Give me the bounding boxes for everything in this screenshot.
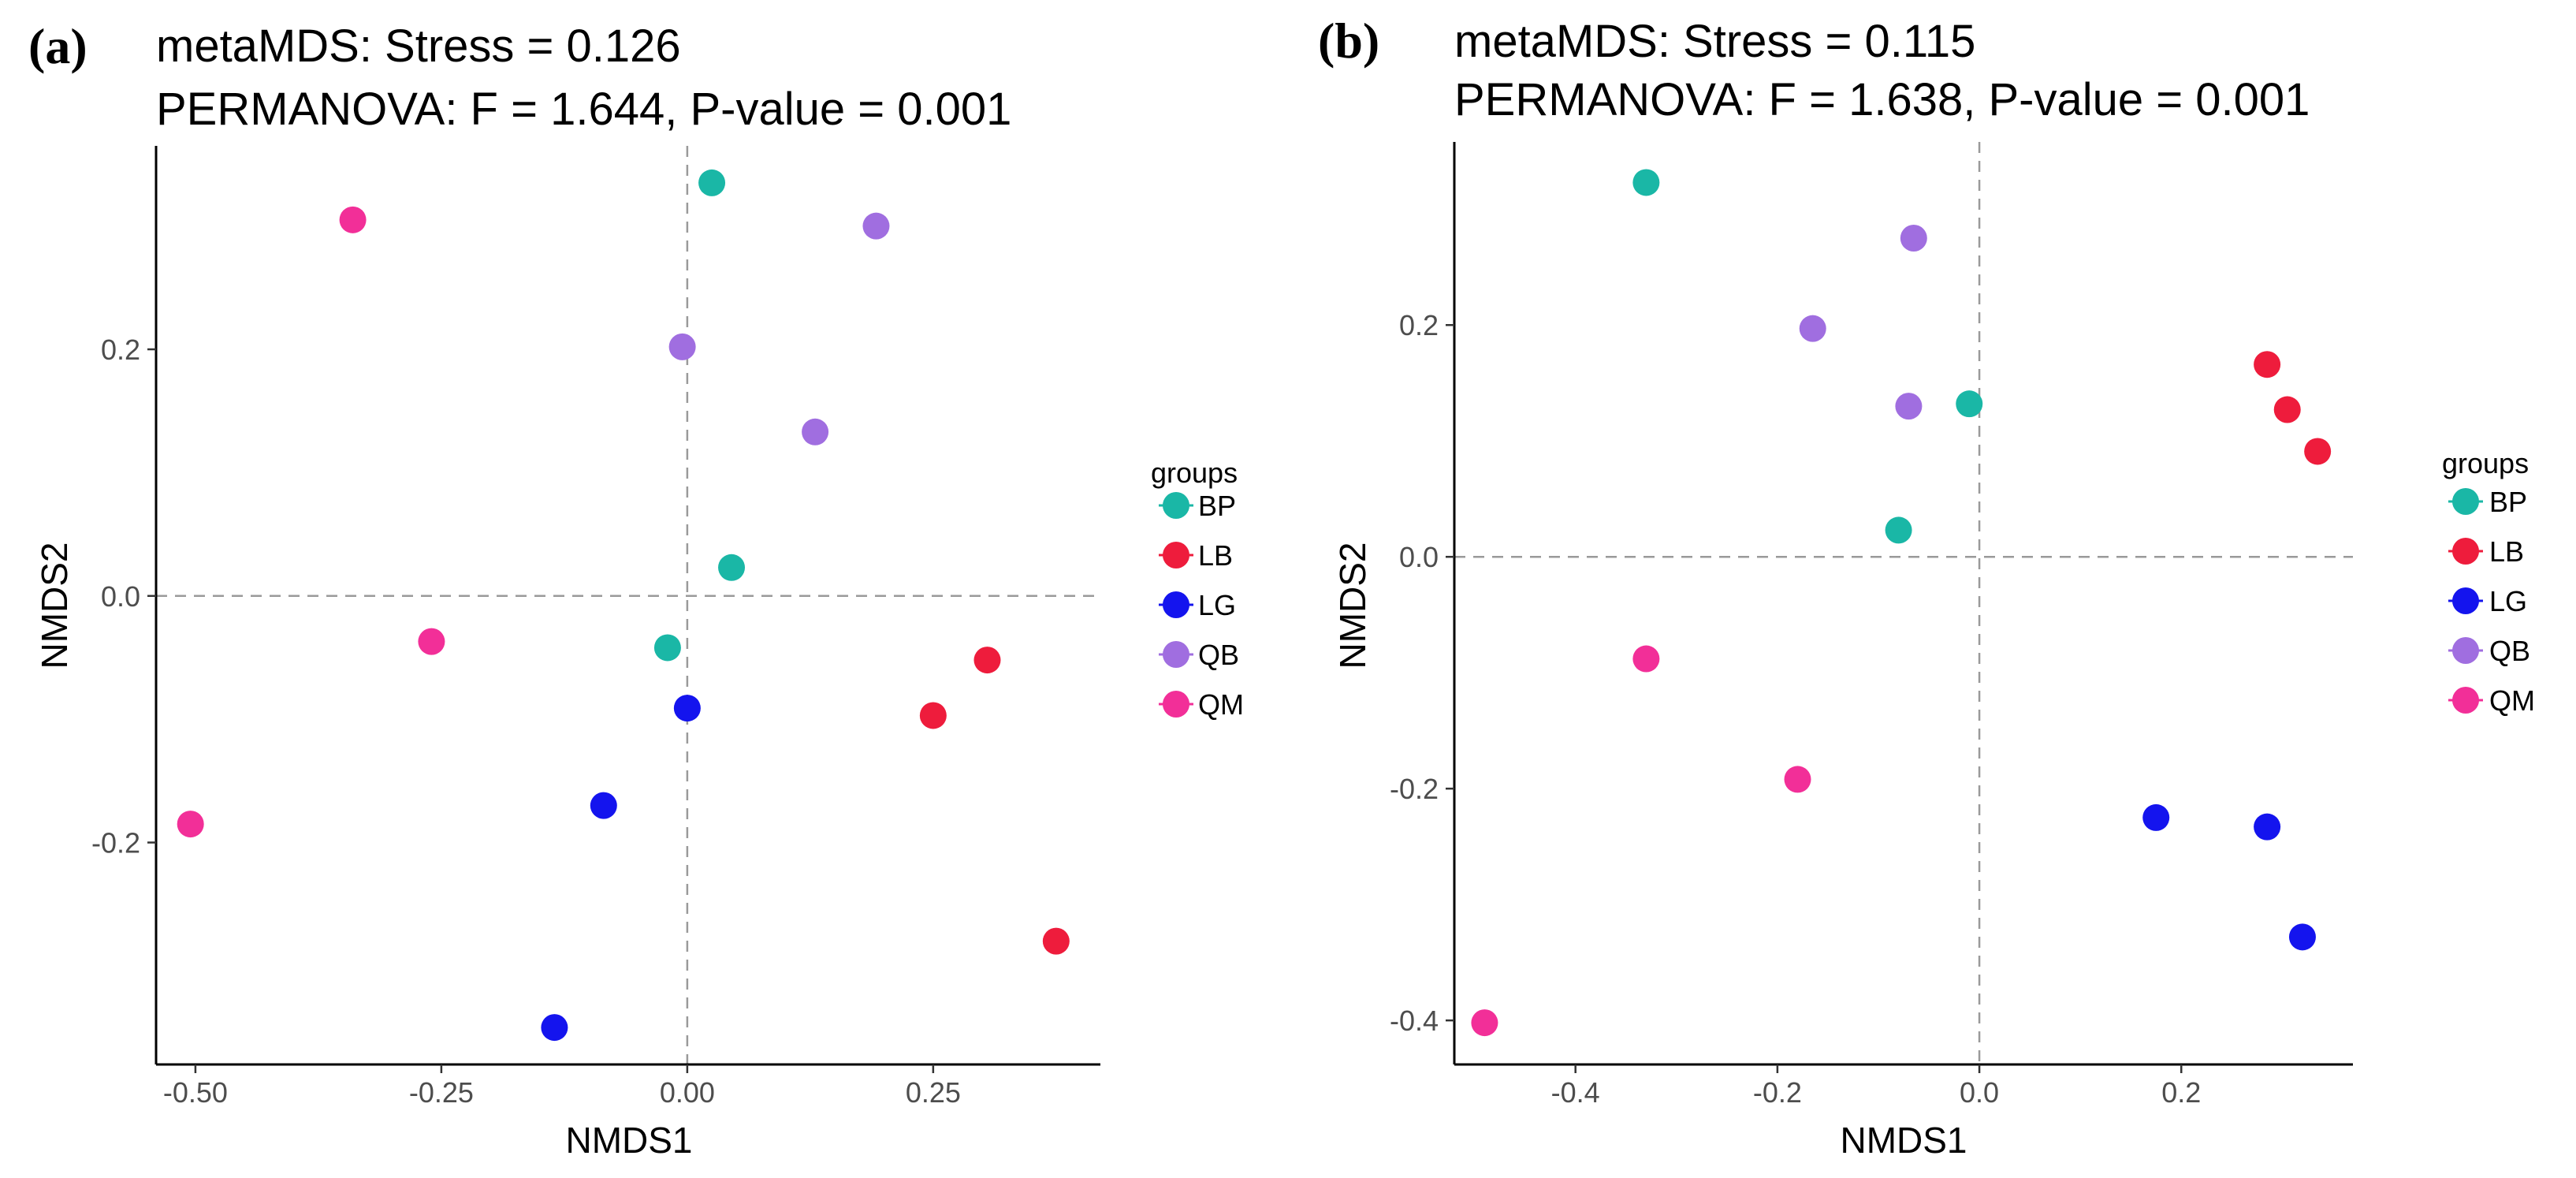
panel-label: (a): [28, 18, 87, 74]
y-tick-label: 0.2: [101, 334, 140, 366]
legend-marker-lb: [1163, 542, 1189, 568]
y-tick-label: -0.2: [1390, 773, 1439, 805]
legend-label-qm: QM: [2489, 684, 2535, 717]
legend-title: groups: [1151, 457, 1238, 489]
legend-label-qb: QB: [2489, 635, 2530, 667]
x-tick-label: 0.00: [660, 1076, 715, 1109]
data-point-qm: [1471, 1009, 1498, 1037]
legend-marker-qm: [2452, 687, 2479, 714]
y-tick-label: -0.2: [91, 827, 140, 859]
data-point-qb: [1799, 315, 1826, 342]
x-axis-title: NMDS1: [565, 1120, 692, 1161]
data-point-lg: [541, 1014, 568, 1042]
data-point-lb: [2273, 396, 2301, 423]
chart-title: metaMDS: Stress = 0.115: [1454, 16, 1975, 67]
legend-label-lb: LB: [2489, 535, 2524, 568]
y-tick-label: 0.2: [1399, 309, 1439, 341]
data-point-bp: [653, 634, 681, 662]
panel-a: (a) metaMDS: Stress = 0.126 PERMANOVA: F =…: [28, 18, 1244, 1161]
y-axis-title: NMDS2: [1332, 542, 1373, 669]
legend-marker-lb: [2452, 538, 2479, 565]
legend-marker-bp: [1163, 492, 1189, 519]
data-point-bp: [698, 169, 726, 196]
data-point-qm: [177, 811, 204, 838]
data-point-qb: [1895, 393, 1923, 420]
x-tick-label: -0.4: [1551, 1076, 1600, 1109]
legend-label-lb: LB: [1198, 539, 1233, 572]
data-point-qm: [1784, 766, 1811, 793]
data-point-qm: [418, 628, 445, 655]
y-tick-label: 0.0: [1399, 541, 1439, 573]
data-point-bp: [1632, 169, 1660, 196]
data-point-qb: [1900, 224, 1927, 252]
chart-subtitle: PERMANOVA: F = 1.638, P-value = 0.001: [1454, 74, 2310, 125]
legend-marker-qb: [1163, 641, 1189, 668]
legend-label-lg: LG: [2489, 585, 2527, 617]
data-point-lb: [919, 702, 947, 729]
data-point-lg: [673, 695, 701, 722]
x-tick-label: -0.50: [163, 1076, 228, 1109]
legend-label-lg: LG: [1198, 589, 1236, 621]
y-axis-title: NMDS2: [34, 542, 75, 669]
legend-label-qb: QB: [1198, 639, 1239, 671]
legend-marker-qm: [1163, 691, 1189, 718]
data-point-bp: [1956, 390, 1983, 418]
y-tick-label: 0.0: [101, 580, 140, 613]
panel-label: (b): [1318, 13, 1379, 69]
data-point-qb: [802, 418, 829, 445]
legend-label-bp: BP: [2489, 486, 2527, 518]
chart-title: metaMDS: Stress = 0.126: [156, 21, 681, 72]
data-point-lg: [590, 792, 617, 819]
data-point-qm: [339, 206, 367, 233]
legend-marker-bp: [2452, 488, 2479, 515]
data-point-lg: [2288, 923, 2316, 951]
data-point-lb: [2254, 351, 2281, 378]
data-point-lb: [973, 647, 1001, 674]
data-point-qb: [862, 212, 890, 240]
x-tick-label: 0.0: [1960, 1076, 1999, 1109]
data-point-lb: [2304, 438, 2332, 465]
x-tick-label: -0.2: [1753, 1076, 1802, 1109]
x-tick-label: 0.25: [906, 1076, 961, 1109]
data-point-qb: [668, 333, 696, 360]
y-tick-label: -0.4: [1390, 1005, 1439, 1037]
legend-marker-qb: [2452, 637, 2479, 664]
data-point-lg: [2142, 803, 2170, 831]
x-axis-title: NMDS1: [1840, 1120, 1967, 1161]
legend-label-qm: QM: [1198, 688, 1244, 721]
legend-marker-lg: [1163, 591, 1189, 618]
data-point-lg: [2254, 813, 2281, 841]
data-point-lb: [1042, 927, 1070, 955]
panel-b: (b) metaMDS: Stress = 0.115 PERMANOVA: F =…: [1318, 13, 2535, 1161]
data-point-bp: [1885, 516, 1912, 544]
x-tick-label: -0.25: [409, 1076, 474, 1109]
x-tick-label: 0.2: [2161, 1076, 2201, 1109]
chart-subtitle: PERMANOVA: F = 1.644, P-value = 0.001: [156, 84, 1011, 135]
data-point-qm: [1632, 645, 1660, 673]
legend-marker-lg: [2452, 587, 2479, 614]
legend-label-bp: BP: [1198, 490, 1236, 522]
legend-title: groups: [2442, 447, 2529, 479]
data-point-bp: [718, 554, 746, 581]
